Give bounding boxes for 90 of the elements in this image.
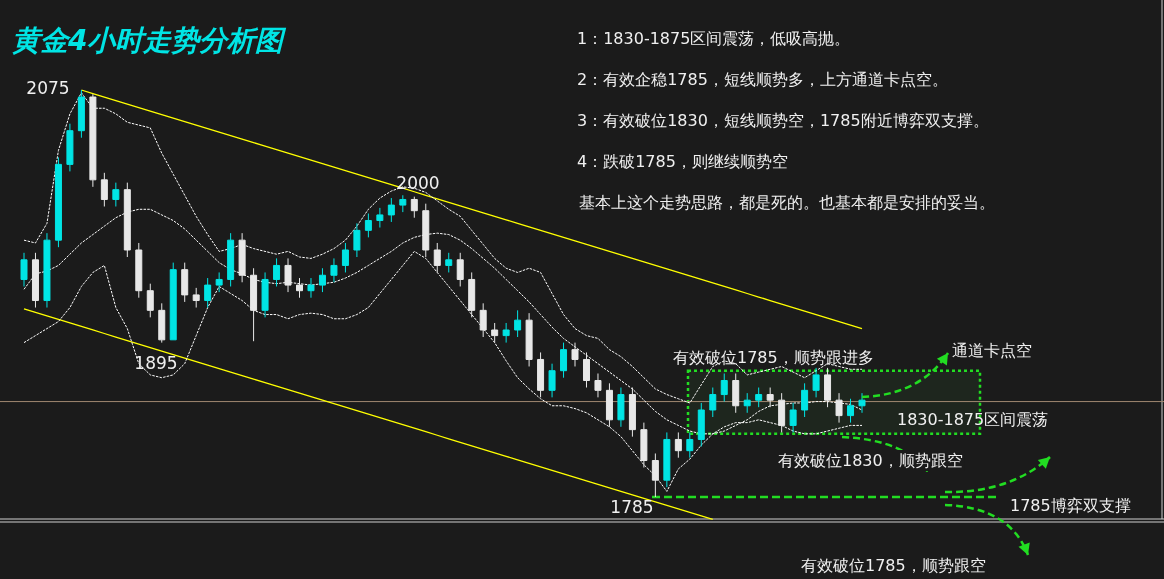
candlestick bbox=[560, 342, 568, 379]
candlestick bbox=[204, 277, 212, 309]
candlestick bbox=[250, 267, 258, 342]
candlestick bbox=[89, 93, 97, 188]
candlestick bbox=[617, 387, 625, 428]
candlestick bbox=[824, 367, 832, 408]
candlestick bbox=[399, 194, 407, 213]
candlestick bbox=[709, 387, 717, 418]
candlestick bbox=[43, 232, 51, 309]
candlestick bbox=[594, 373, 602, 398]
candlestick bbox=[766, 387, 774, 408]
annotation: 基本上这个走势思路，都是死的。也基本都是安排的妥当。 bbox=[579, 193, 995, 212]
candlestick bbox=[605, 382, 613, 428]
candlestick bbox=[318, 267, 326, 293]
candlestick bbox=[146, 283, 154, 318]
candlestick bbox=[261, 271, 269, 318]
candlestick bbox=[66, 123, 74, 172]
candlestick bbox=[582, 351, 590, 389]
candlestick bbox=[502, 322, 510, 344]
candlestick bbox=[686, 431, 694, 459]
chart-title: 黄金4小时走势分析图 bbox=[12, 24, 288, 57]
candlestick bbox=[238, 232, 246, 283]
candlestick bbox=[387, 197, 395, 223]
candlestick bbox=[743, 392, 751, 414]
text: 有效破位1785，顺势跟空 bbox=[801, 556, 986, 575]
candlestick bbox=[858, 392, 866, 414]
candlestick bbox=[801, 382, 809, 418]
candlestick bbox=[307, 277, 315, 299]
text: 通道卡点空 bbox=[952, 341, 1032, 360]
candlestick bbox=[192, 287, 200, 309]
candlestick bbox=[100, 172, 108, 207]
candlestick bbox=[674, 431, 682, 459]
candlestick bbox=[732, 373, 740, 414]
candlestick bbox=[445, 252, 453, 273]
candlestick bbox=[847, 398, 855, 424]
annotation: 1785 bbox=[610, 497, 654, 517]
candlestick bbox=[525, 312, 533, 367]
candlestick bbox=[31, 252, 39, 309]
annotation: 3：有效破位1830，短线顺势空，1785附近博弈双支撑。 bbox=[577, 111, 989, 130]
candlestick bbox=[720, 373, 728, 403]
candlestick bbox=[273, 257, 281, 287]
candlestick bbox=[376, 207, 384, 229]
candlestick bbox=[628, 387, 636, 438]
candlestick bbox=[181, 262, 189, 303]
annotation: 2000 bbox=[396, 173, 440, 193]
text: 2：有效企稳1785，短线顺势多，上方通道卡点空。 bbox=[577, 70, 948, 89]
candlestick bbox=[789, 402, 797, 433]
candlestick bbox=[296, 277, 304, 299]
candlestick bbox=[158, 302, 166, 344]
candlestick bbox=[135, 242, 143, 299]
candlestick bbox=[479, 302, 487, 338]
candlestick bbox=[514, 309, 522, 338]
candlestick bbox=[433, 242, 441, 273]
candlestick bbox=[537, 351, 545, 398]
candlestick bbox=[812, 367, 820, 398]
candlestick bbox=[755, 387, 763, 408]
candlestick bbox=[410, 196, 418, 219]
candlestick bbox=[227, 232, 235, 287]
candlestick bbox=[215, 271, 223, 293]
candlestick bbox=[835, 392, 843, 424]
candlestick bbox=[456, 252, 464, 287]
annotation: 有效破位1830，顺势跟空 bbox=[778, 451, 963, 470]
candlestick bbox=[548, 363, 556, 398]
candlestick bbox=[169, 262, 177, 341]
candlestick bbox=[54, 156, 62, 248]
candlestick bbox=[123, 182, 131, 258]
candlestick bbox=[640, 422, 648, 469]
candlestick bbox=[341, 242, 349, 273]
candlestick bbox=[651, 452, 659, 498]
text: 1：1830-1875区间震荡，低吸高抛。 bbox=[577, 29, 851, 48]
candlestick bbox=[697, 402, 705, 447]
ref-line-label: 1785博弈双支撑 bbox=[1010, 496, 1131, 515]
candlestick bbox=[491, 322, 499, 344]
candlestick bbox=[112, 182, 120, 207]
candlestick bbox=[778, 392, 786, 433]
candlestick bbox=[663, 431, 671, 488]
candlestick bbox=[77, 89, 85, 139]
annotation: 2075 bbox=[26, 78, 70, 98]
annotation: 有效破位1785，顺势跟进多 bbox=[673, 348, 874, 367]
candlestick bbox=[422, 203, 430, 258]
candlestick bbox=[468, 271, 476, 318]
candlestick bbox=[330, 257, 338, 283]
annotation: 4：跌破1785，则继续顺势空 bbox=[577, 152, 788, 171]
candlestick bbox=[353, 222, 361, 258]
candlestick bbox=[571, 342, 579, 367]
band-label: 1830-1875区间震荡 bbox=[897, 410, 1049, 429]
candlestick bbox=[284, 257, 292, 293]
candlestick bbox=[364, 213, 372, 238]
annotation: 1895 bbox=[134, 353, 178, 373]
candlestick bbox=[20, 252, 28, 287]
